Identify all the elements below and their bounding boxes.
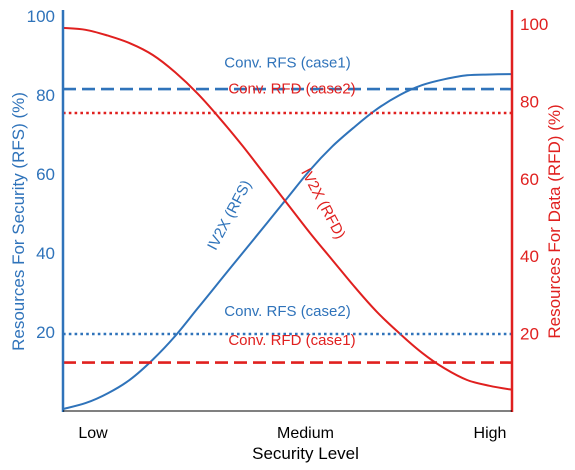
right-y-tick-label: 40 [520,247,539,266]
left-y-axis-title: Resources For Security (RFS) (%) [9,92,28,351]
x-tick-label: Low [78,425,108,442]
annotation-conv-rfs-case2: Conv. RFS (case2) [224,303,350,320]
annotation-iv2x-rfd: IV2X (RFD) [297,166,348,242]
left-y-tick-label: 20 [36,323,55,342]
right-y-axis-title: Resources For Data (RFD) (%) [545,104,564,338]
ticks-layer: 20 40 60 80 100 20 40 60 80 100 Low Medium High [27,7,549,442]
annotation-iv2x-rfs: IV2X (RFS) [204,177,255,253]
annotation-conv-rfd-case2: Conv. RFD (case2) [228,81,355,98]
axes-layer [61,10,514,412]
x-tick-label: High [474,425,507,442]
x-axis-title: Security Level [252,444,359,463]
annotation-layer: Conv. RFS (case1) Conv. RFD (case2) Conv. … [204,54,355,349]
series-layer [62,26,513,410]
series-line-iv2x-rfs [62,73,513,410]
annotation-conv-rfs-case1: Conv. RFS (case1) [224,54,350,71]
series-line-iv2x-rfd [62,26,513,391]
left-y-tick-label: 80 [36,86,55,105]
annotation-conv-rfd-case1: Conv. RFD (case1) [228,332,355,349]
left-y-tick-label: 60 [36,165,55,184]
x-tick-label: Medium [277,425,334,442]
left-y-tick-label: 100 [27,7,55,26]
right-y-tick-label: 60 [520,170,539,189]
right-y-tick-label: 20 [520,325,539,344]
left-y-tick-label: 40 [36,244,55,263]
right-y-tick-label: 80 [520,92,539,111]
right-y-tick-label: 100 [520,15,548,34]
